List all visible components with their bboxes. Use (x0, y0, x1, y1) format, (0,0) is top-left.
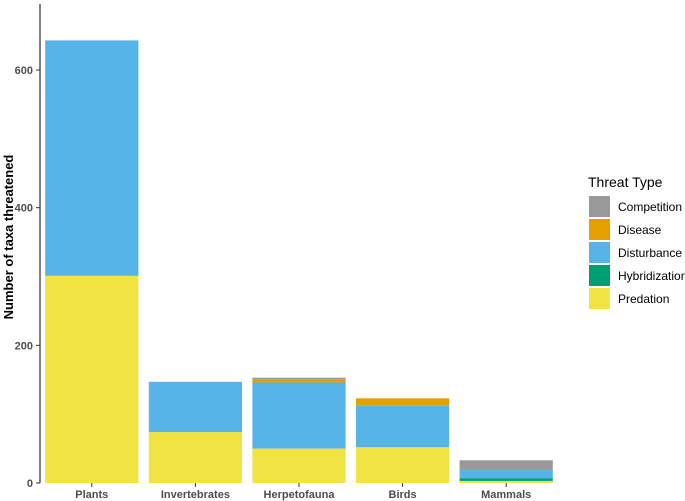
bar-mammals-predation (459, 480, 553, 483)
bar-mammals-competition (459, 460, 553, 470)
y-tick-label: 600 (15, 65, 33, 77)
bar-plants-predation (45, 275, 139, 483)
legend-title: Threat Type (588, 174, 663, 190)
legend-swatch-predation (589, 288, 610, 309)
bar-invertebrates-predation (148, 432, 243, 483)
bar-herpetofauna-disturbance (252, 382, 346, 449)
bar-birds-disease (355, 398, 450, 406)
y-tick-label: 400 (15, 203, 33, 215)
bar-birds-predation (355, 447, 450, 483)
legend: Threat Type Competition Disease Disturbanc… (588, 174, 685, 309)
legend-swatch-hybridization (589, 265, 610, 286)
bar-herpetofauna-disease (252, 379, 346, 383)
x-tick-label: Invertebrates (161, 489, 230, 501)
legend-swatch-disease (589, 219, 610, 240)
legend-label-competition: Competition (618, 200, 682, 214)
bar-plants-disturbance (45, 40, 139, 276)
bars-layer (45, 40, 553, 483)
y-axis-ticks: 0 200 400 600 (15, 65, 40, 490)
legend-label-hybridization: Hybridization (618, 269, 685, 283)
y-tick-label: 200 (15, 340, 33, 352)
legend-swatch-disturbance (589, 242, 610, 263)
x-tick-label: Herpetofauna (264, 489, 336, 501)
bar-mammals-hybridization (459, 478, 553, 481)
y-tick-label: 0 (27, 478, 33, 490)
bar-herpetofauna-competition (252, 377, 346, 380)
legend-label-predation: Predation (618, 292, 669, 306)
legend-label-disturbance: Disturbance (618, 246, 682, 260)
x-axis-ticks: Plants Invertebrates Herpetofauna Birds Mamm… (75, 483, 531, 501)
legend-label-disease: Disease (618, 223, 662, 237)
bar-mammals-disturbance (459, 469, 553, 479)
bar-herpetofauna-predation (252, 448, 346, 483)
bar-invertebrates-disturbance (148, 381, 243, 433)
legend-swatch-competition (589, 196, 610, 217)
x-tick-label: Mammals (481, 489, 531, 501)
x-tick-label: Birds (389, 489, 417, 501)
bar-birds-disturbance (355, 405, 450, 448)
y-axis-title: Number of taxa threatened (1, 155, 16, 320)
x-tick-label: Plants (75, 489, 108, 501)
